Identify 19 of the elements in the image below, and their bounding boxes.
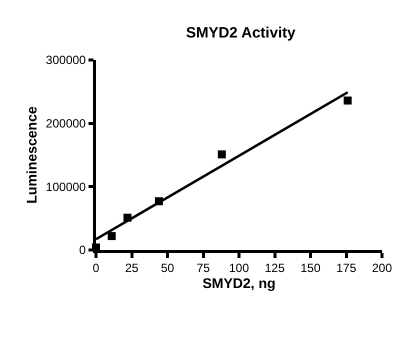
x-axis-title: SMYD2, ng (202, 275, 276, 292)
x-tick-label: 200 (372, 261, 392, 276)
chart-title: SMYD2 Activity (186, 24, 296, 42)
y-tick-label: 0 (79, 243, 86, 258)
x-tick-label: 0 (92, 261, 100, 276)
x-tick-label: 100 (228, 261, 250, 276)
x-tick-label: 25 (125, 261, 139, 276)
point (218, 150, 226, 158)
y-tick-label: 200000 (46, 116, 86, 131)
x-tick-label: 175 (336, 261, 357, 276)
y-tick-label: 300000 (46, 53, 86, 68)
x-tick-label: 125 (264, 261, 286, 276)
point (108, 232, 116, 240)
y-axis-title: Luminescence (23, 106, 40, 204)
x-tick-label: 50 (160, 261, 174, 276)
point (344, 96, 352, 105)
x-tick-label: 150 (300, 261, 321, 276)
x-tick-label: 75 (196, 261, 210, 276)
y-tick-label: 100000 (46, 180, 86, 194)
